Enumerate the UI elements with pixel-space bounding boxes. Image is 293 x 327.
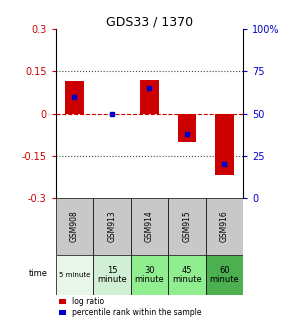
Text: GSM916: GSM916 [220,211,229,242]
Text: GSM908: GSM908 [70,211,79,242]
Title: GDS33 / 1370: GDS33 / 1370 [106,15,193,28]
Bar [215,113,234,175]
Legend: log ratio, percentile rank within the sample: log ratio, percentile rank within the sa… [59,297,201,317]
Text: 30
minute: 30 minute [134,266,164,284]
Bar [131,255,168,295]
Bar [56,198,93,255]
Bar [206,255,243,295]
Text: GSM915: GSM915 [183,211,191,242]
Text: time: time [29,269,48,278]
Bar [168,255,206,295]
Text: 15
minute: 15 minute [97,266,127,284]
Bar [93,198,131,255]
Bar [65,81,84,113]
Bar [56,255,93,295]
Bar [140,80,159,113]
Text: GSM914: GSM914 [145,211,154,242]
Text: 45
minute: 45 minute [172,266,202,284]
Text: GSM913: GSM913 [108,211,116,242]
Bar [93,255,131,295]
Text: 60
minute: 60 minute [209,266,239,284]
Bar [131,198,168,255]
Text: 5 minute: 5 minute [59,272,90,278]
Bar [178,113,196,142]
Bar [168,198,206,255]
Bar [206,198,243,255]
